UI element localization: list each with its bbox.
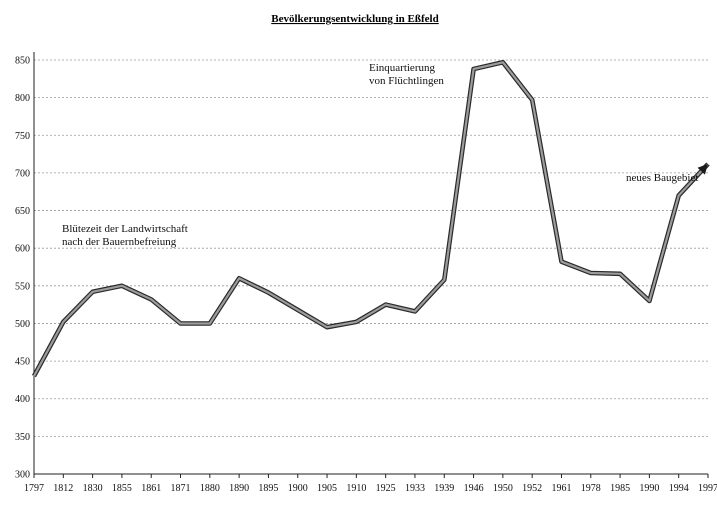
x-tick-label-1985: 1985 — [610, 483, 630, 494]
x-tick-label-1946: 1946 — [464, 483, 484, 494]
x-tick-labels: 1797 1812 1830 1855 1861 1871 1880 1890 1895 1900… — [24, 483, 717, 494]
axes — [33, 52, 709, 478]
chart-title: Bevölkerungsentwicklung in Eßfeld — [271, 13, 438, 25]
x-tick-label-1961: 1961 — [551, 483, 571, 494]
x-tick-label-1910: 1910 — [346, 483, 366, 494]
y-tick-label-300: 300 — [15, 470, 30, 481]
x-tick-label-1871: 1871 — [171, 483, 191, 494]
annotation-einquartierung-line-1: Einquartierung — [369, 62, 435, 74]
annotation-neues-baugebiet: neues Baugebiet — [626, 172, 698, 184]
y-tick-label-850: 850 — [15, 56, 30, 67]
x-tick-label-1890: 1890 — [229, 483, 249, 494]
x-tick-label-1994: 1994 — [669, 483, 689, 494]
series-line — [33, 61, 709, 377]
annotation-neues-baugebiet-line-1: neues Baugebiet — [626, 172, 698, 184]
y-tick-labels: 300 350 400 450 500 550 600 650 700 750 800 850 — [15, 56, 30, 481]
gridlines — [34, 59, 708, 437]
series — [31, 59, 710, 378]
x-tick-label-1990: 1990 — [639, 483, 659, 494]
y-tick-label-750: 750 — [15, 131, 30, 142]
x-tick-label-1880: 1880 — [200, 483, 220, 494]
x-tick-label-1900: 1900 — [288, 483, 308, 494]
series-line-outline — [31, 59, 710, 378]
x-tick-label-1812: 1812 — [53, 483, 73, 494]
y-tick-label-800: 800 — [15, 93, 30, 104]
x-tick-label-1950: 1950 — [493, 483, 513, 494]
annotation-einquartierung-line-2: von Flüchtlingen — [369, 75, 444, 87]
y-tick-label-450: 450 — [15, 357, 30, 368]
y-tick-label-500: 500 — [15, 319, 30, 330]
x-tick-label-1830: 1830 — [83, 483, 103, 494]
x-tick-label-1895: 1895 — [258, 483, 278, 494]
x-tick-label-1797: 1797 — [24, 483, 44, 494]
y-tick-label-400: 400 — [15, 394, 30, 405]
x-tick-label-1933: 1933 — [405, 483, 425, 494]
x-tick-label-1925: 1925 — [376, 483, 396, 494]
x-tick-label-1905: 1905 — [317, 483, 337, 494]
x-tick-label-1861: 1861 — [141, 483, 161, 494]
annotation-bluetezeit-line-1: Blütezeit der Landwirtschaft — [62, 223, 188, 235]
y-tick-label-600: 600 — [15, 244, 30, 255]
x-tick-label-1855: 1855 — [112, 483, 132, 494]
x-tick-label-1939: 1939 — [434, 483, 454, 494]
y-tick-label-350: 350 — [15, 432, 30, 443]
y-tick-label-550: 550 — [15, 281, 30, 292]
y-tick-label-700: 700 — [15, 168, 30, 179]
y-tick-label-650: 650 — [15, 206, 30, 217]
annotation-bluetezeit-line-2: nach der Bauernbefreiung — [62, 236, 177, 248]
x-tick-label-1978: 1978 — [581, 483, 601, 494]
x-tick-label-1952: 1952 — [522, 483, 542, 494]
x-tick-label-1997: 1997 — [698, 483, 717, 494]
arrow-head — [697, 163, 708, 175]
